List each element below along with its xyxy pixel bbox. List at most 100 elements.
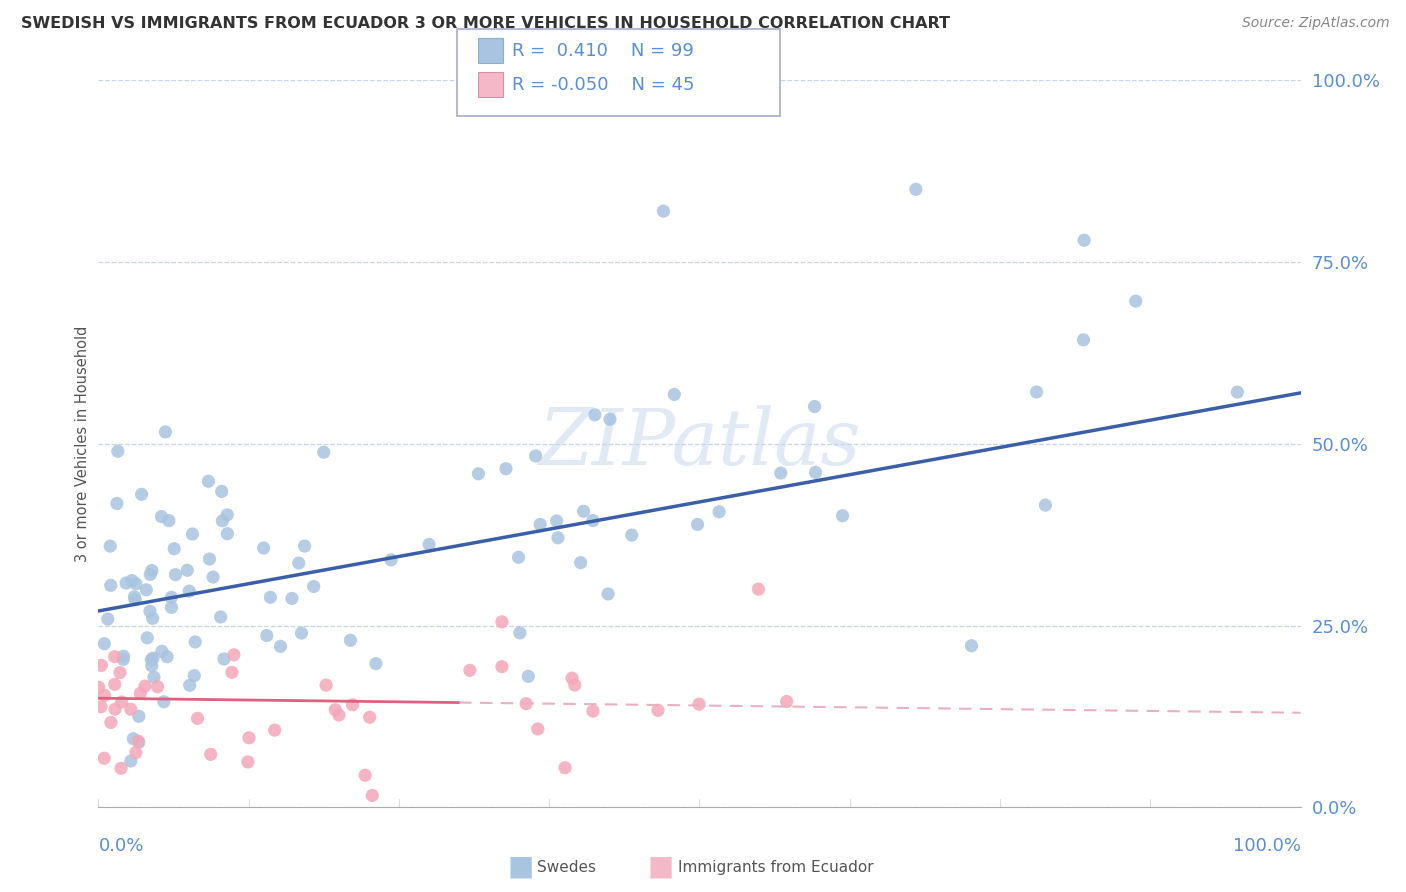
- Point: [131, 487, 153, 501]
- Point: [904, 182, 927, 196]
- Point: [181, 527, 204, 541]
- Point: [156, 649, 179, 664]
- Point: [98, 539, 121, 553]
- Point: [517, 669, 540, 683]
- Point: [960, 639, 983, 653]
- Point: [127, 734, 149, 748]
- Point: [515, 697, 537, 711]
- Point: [495, 461, 517, 475]
- Text: 100.0%: 100.0%: [1233, 837, 1301, 855]
- Point: [121, 574, 143, 588]
- Point: [108, 665, 131, 680]
- Point: [221, 665, 243, 680]
- Point: [217, 526, 239, 541]
- Point: [198, 552, 221, 566]
- Point: [209, 610, 232, 624]
- Point: [803, 400, 825, 414]
- Point: [312, 445, 335, 459]
- Point: [325, 703, 347, 717]
- Point: [139, 567, 162, 582]
- Point: [107, 444, 129, 458]
- Point: [212, 652, 235, 666]
- Text: ZIPatlas: ZIPatlas: [538, 406, 860, 482]
- Point: [129, 686, 152, 700]
- Point: [124, 592, 146, 607]
- Point: [1073, 333, 1095, 347]
- Point: [364, 657, 387, 671]
- Point: [93, 637, 115, 651]
- Y-axis label: 3 or more Vehicles in Household: 3 or more Vehicles in Household: [75, 326, 90, 562]
- Point: [124, 590, 146, 604]
- Point: [1125, 294, 1147, 309]
- Point: [328, 708, 350, 723]
- Point: [302, 580, 325, 594]
- Text: R = -0.050    N = 45: R = -0.050 N = 45: [512, 76, 695, 94]
- Point: [564, 678, 586, 692]
- Point: [596, 587, 619, 601]
- Text: ■: ■: [508, 853, 533, 881]
- Text: ■: ■: [648, 853, 673, 881]
- Point: [380, 553, 402, 567]
- Point: [1025, 384, 1047, 399]
- Point: [120, 754, 142, 768]
- Point: [664, 387, 686, 401]
- Point: [176, 563, 198, 577]
- Point: [222, 648, 245, 662]
- Point: [647, 703, 669, 717]
- Point: [256, 628, 278, 642]
- Point: [150, 509, 173, 524]
- Point: [146, 680, 169, 694]
- Point: [290, 626, 312, 640]
- Point: [90, 658, 112, 673]
- Point: [93, 688, 115, 702]
- Point: [599, 412, 621, 426]
- Point: [104, 649, 127, 664]
- Point: [153, 695, 176, 709]
- Point: [163, 541, 186, 556]
- Point: [253, 541, 276, 555]
- Point: [122, 731, 145, 746]
- Point: [281, 591, 304, 606]
- Point: [259, 591, 281, 605]
- Point: [458, 663, 481, 677]
- Point: [583, 408, 606, 422]
- Point: [572, 504, 595, 518]
- Point: [93, 751, 115, 765]
- Point: [582, 704, 605, 718]
- Point: [115, 576, 138, 591]
- Point: [652, 204, 675, 219]
- Point: [202, 570, 225, 584]
- Point: [128, 709, 150, 723]
- Point: [142, 611, 165, 625]
- Point: [238, 731, 260, 745]
- Point: [179, 584, 201, 599]
- Point: [287, 556, 309, 570]
- Point: [804, 466, 827, 480]
- Point: [524, 449, 547, 463]
- Point: [160, 600, 183, 615]
- Point: [100, 578, 122, 592]
- Point: [294, 539, 316, 553]
- Point: [582, 514, 605, 528]
- Point: [139, 604, 162, 618]
- Point: [418, 537, 440, 551]
- Point: [686, 517, 709, 532]
- Point: [87, 681, 110, 695]
- Point: [747, 582, 769, 597]
- Point: [200, 747, 222, 762]
- Point: [211, 514, 233, 528]
- Point: [134, 679, 156, 693]
- Text: Immigrants from Ecuador: Immigrants from Ecuador: [678, 860, 873, 874]
- Point: [110, 761, 132, 775]
- Point: [263, 723, 285, 738]
- Point: [104, 677, 127, 691]
- Point: [529, 517, 551, 532]
- Point: [111, 695, 134, 709]
- Point: [135, 582, 157, 597]
- Point: [547, 531, 569, 545]
- Point: [339, 633, 361, 648]
- Point: [142, 651, 165, 665]
- Point: [491, 615, 513, 629]
- Point: [184, 635, 207, 649]
- Point: [104, 702, 127, 716]
